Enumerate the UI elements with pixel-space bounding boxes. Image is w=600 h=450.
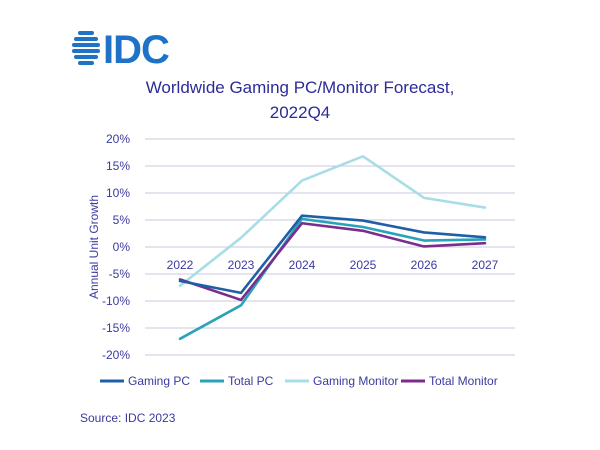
legend-label: Total Monitor — [429, 374, 498, 388]
series-lines — [178, 154, 487, 341]
globe-icon — [72, 31, 100, 65]
y-tick-label: -5% — [109, 267, 131, 281]
y-tick-label: 10% — [106, 186, 130, 200]
x-tick-label: 2027 — [472, 258, 499, 272]
legend-label: Total PC — [228, 374, 274, 388]
y-tick-label: 15% — [106, 159, 130, 173]
y-tick-label: -15% — [102, 321, 130, 335]
y-tick-label: 5% — [113, 213, 131, 227]
y-tick-label: 20% — [106, 132, 130, 146]
legend-label: Gaming PC — [128, 374, 190, 388]
y-axis-label: Annual Unit Growth — [87, 195, 101, 299]
logo-text: IDC — [103, 28, 169, 72]
y-tick-label: -10% — [102, 294, 130, 308]
legend-label: Gaming Monitor — [313, 374, 398, 388]
series-line-gaming-pc — [178, 214, 487, 295]
x-tick-label: 2023 — [228, 258, 255, 272]
chart-title-line-2: 2022Q4 — [270, 103, 331, 122]
chart-title-line-1: Worldwide Gaming PC/Monitor Forecast, — [146, 78, 455, 97]
y-tick-label: 0% — [113, 240, 131, 254]
idc-logo: IDC — [72, 28, 170, 72]
legend: Gaming PC Total PC Gaming Monitor Total Mon… — [100, 374, 498, 388]
source-note: Source: IDC 2023 — [80, 411, 176, 425]
x-tick-label: 2025 — [350, 258, 377, 272]
x-tick-labels: 2022 2023 2024 2025 2026 2027 — [167, 258, 499, 272]
y-tick-label: -20% — [102, 348, 130, 362]
x-tick-label: 2022 — [167, 258, 194, 272]
y-tick-labels: 20% 15% 10% 5% 0% -5% -10% -15% -20% — [102, 132, 130, 362]
x-tick-label: 2024 — [289, 258, 316, 272]
x-tick-label: 2026 — [411, 258, 438, 272]
series-line-total-monitor — [178, 221, 487, 302]
gridlines — [145, 138, 515, 356]
series-line-total-pc — [178, 217, 487, 341]
series-line-gaming-monitor — [178, 154, 487, 288]
